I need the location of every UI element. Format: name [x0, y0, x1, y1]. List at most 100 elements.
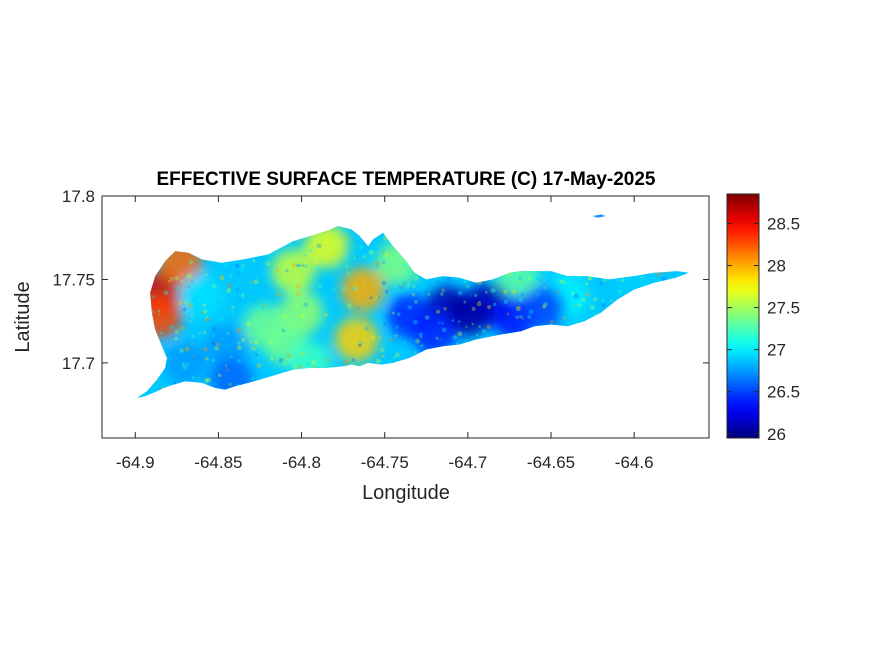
speckle	[169, 276, 175, 281]
speckle	[174, 329, 179, 335]
speckle	[463, 331, 468, 336]
speckle	[515, 306, 521, 312]
speckle	[187, 311, 191, 316]
speckle	[527, 315, 531, 319]
speckle	[584, 281, 589, 286]
speckle	[223, 263, 228, 267]
y-axis-label: Latitude	[12, 281, 34, 352]
x-tick-label: -64.75	[361, 453, 409, 472]
x-tick-label: -64.8	[282, 453, 321, 472]
speckle	[235, 288, 239, 292]
speckle	[184, 300, 189, 305]
speckle	[278, 357, 284, 363]
speckle	[364, 326, 369, 331]
speckle	[661, 276, 666, 282]
speckle	[518, 276, 522, 280]
speckle	[239, 267, 244, 272]
speckle	[277, 262, 280, 265]
speckle	[590, 285, 593, 288]
speckle	[648, 276, 653, 281]
speckle	[214, 346, 219, 351]
y-tick-label: 17.8	[62, 187, 95, 206]
speckle	[217, 373, 222, 378]
speckle	[463, 280, 467, 284]
x-tick-label: -64.9	[116, 453, 155, 472]
x-axis-label: Longitude	[362, 482, 450, 504]
speckle	[381, 354, 386, 358]
speckle	[463, 300, 467, 304]
speckle	[189, 320, 193, 323]
speckle	[587, 275, 593, 281]
speckle	[424, 315, 430, 320]
speckle	[385, 289, 389, 294]
colorbar-tick-label: 27.5	[767, 299, 800, 318]
speckle	[268, 338, 274, 344]
speckle	[373, 298, 376, 301]
speckle	[202, 303, 206, 307]
speckle	[383, 323, 386, 326]
speckle	[178, 300, 183, 306]
speckle	[274, 307, 280, 313]
speckle	[377, 296, 380, 299]
speckle	[358, 340, 364, 346]
speckle	[182, 365, 188, 370]
speckle	[602, 297, 606, 301]
speckle	[204, 356, 209, 361]
speckle	[311, 359, 316, 365]
speckle	[427, 292, 431, 296]
hotspot-23	[412, 310, 457, 355]
speckle	[543, 286, 547, 290]
speckle	[281, 358, 285, 362]
speckle	[292, 331, 295, 335]
speckle	[258, 315, 261, 318]
speckle	[456, 342, 459, 345]
speckle	[219, 337, 224, 342]
speckle	[203, 309, 208, 314]
speckle	[227, 283, 232, 288]
speckle	[158, 313, 161, 316]
speckle	[220, 317, 224, 322]
speckle	[549, 320, 554, 324]
speckle	[615, 277, 620, 283]
speckle	[301, 268, 304, 271]
speckle	[375, 296, 379, 299]
speckle	[478, 300, 481, 303]
speckle	[263, 285, 267, 289]
y-axis-ticks: 17.7 17.75 17.8	[52, 187, 709, 373]
speckle	[296, 263, 302, 268]
speckle	[303, 302, 308, 308]
speckle	[228, 382, 232, 386]
speckle	[275, 268, 280, 273]
hotspot-25	[520, 285, 565, 330]
speckle	[515, 315, 519, 319]
y-tick-label: 17.7	[62, 354, 95, 373]
speckle	[382, 260, 386, 264]
speckle	[392, 270, 395, 273]
speckle	[441, 288, 446, 293]
speckle	[305, 352, 308, 355]
speckle	[307, 362, 310, 365]
speckle	[407, 304, 412, 310]
speckle	[506, 312, 510, 316]
speckle	[191, 355, 196, 360]
speckle	[406, 284, 410, 288]
speckle	[184, 309, 190, 314]
speckle	[289, 311, 295, 316]
speckle	[211, 333, 216, 338]
speckle	[542, 304, 547, 309]
speckle	[222, 297, 225, 300]
speckle	[519, 315, 523, 319]
speckle	[517, 306, 521, 310]
speckle	[342, 363, 345, 366]
speckle	[369, 249, 374, 254]
hotspot-3	[341, 267, 386, 312]
speckle	[540, 279, 542, 282]
speckle	[250, 280, 254, 284]
speckle	[366, 318, 369, 322]
speckle	[205, 378, 209, 382]
speckle	[318, 318, 322, 322]
speckle	[403, 341, 407, 345]
speckle	[349, 307, 352, 310]
speckle	[476, 301, 482, 307]
speckle	[437, 321, 441, 325]
